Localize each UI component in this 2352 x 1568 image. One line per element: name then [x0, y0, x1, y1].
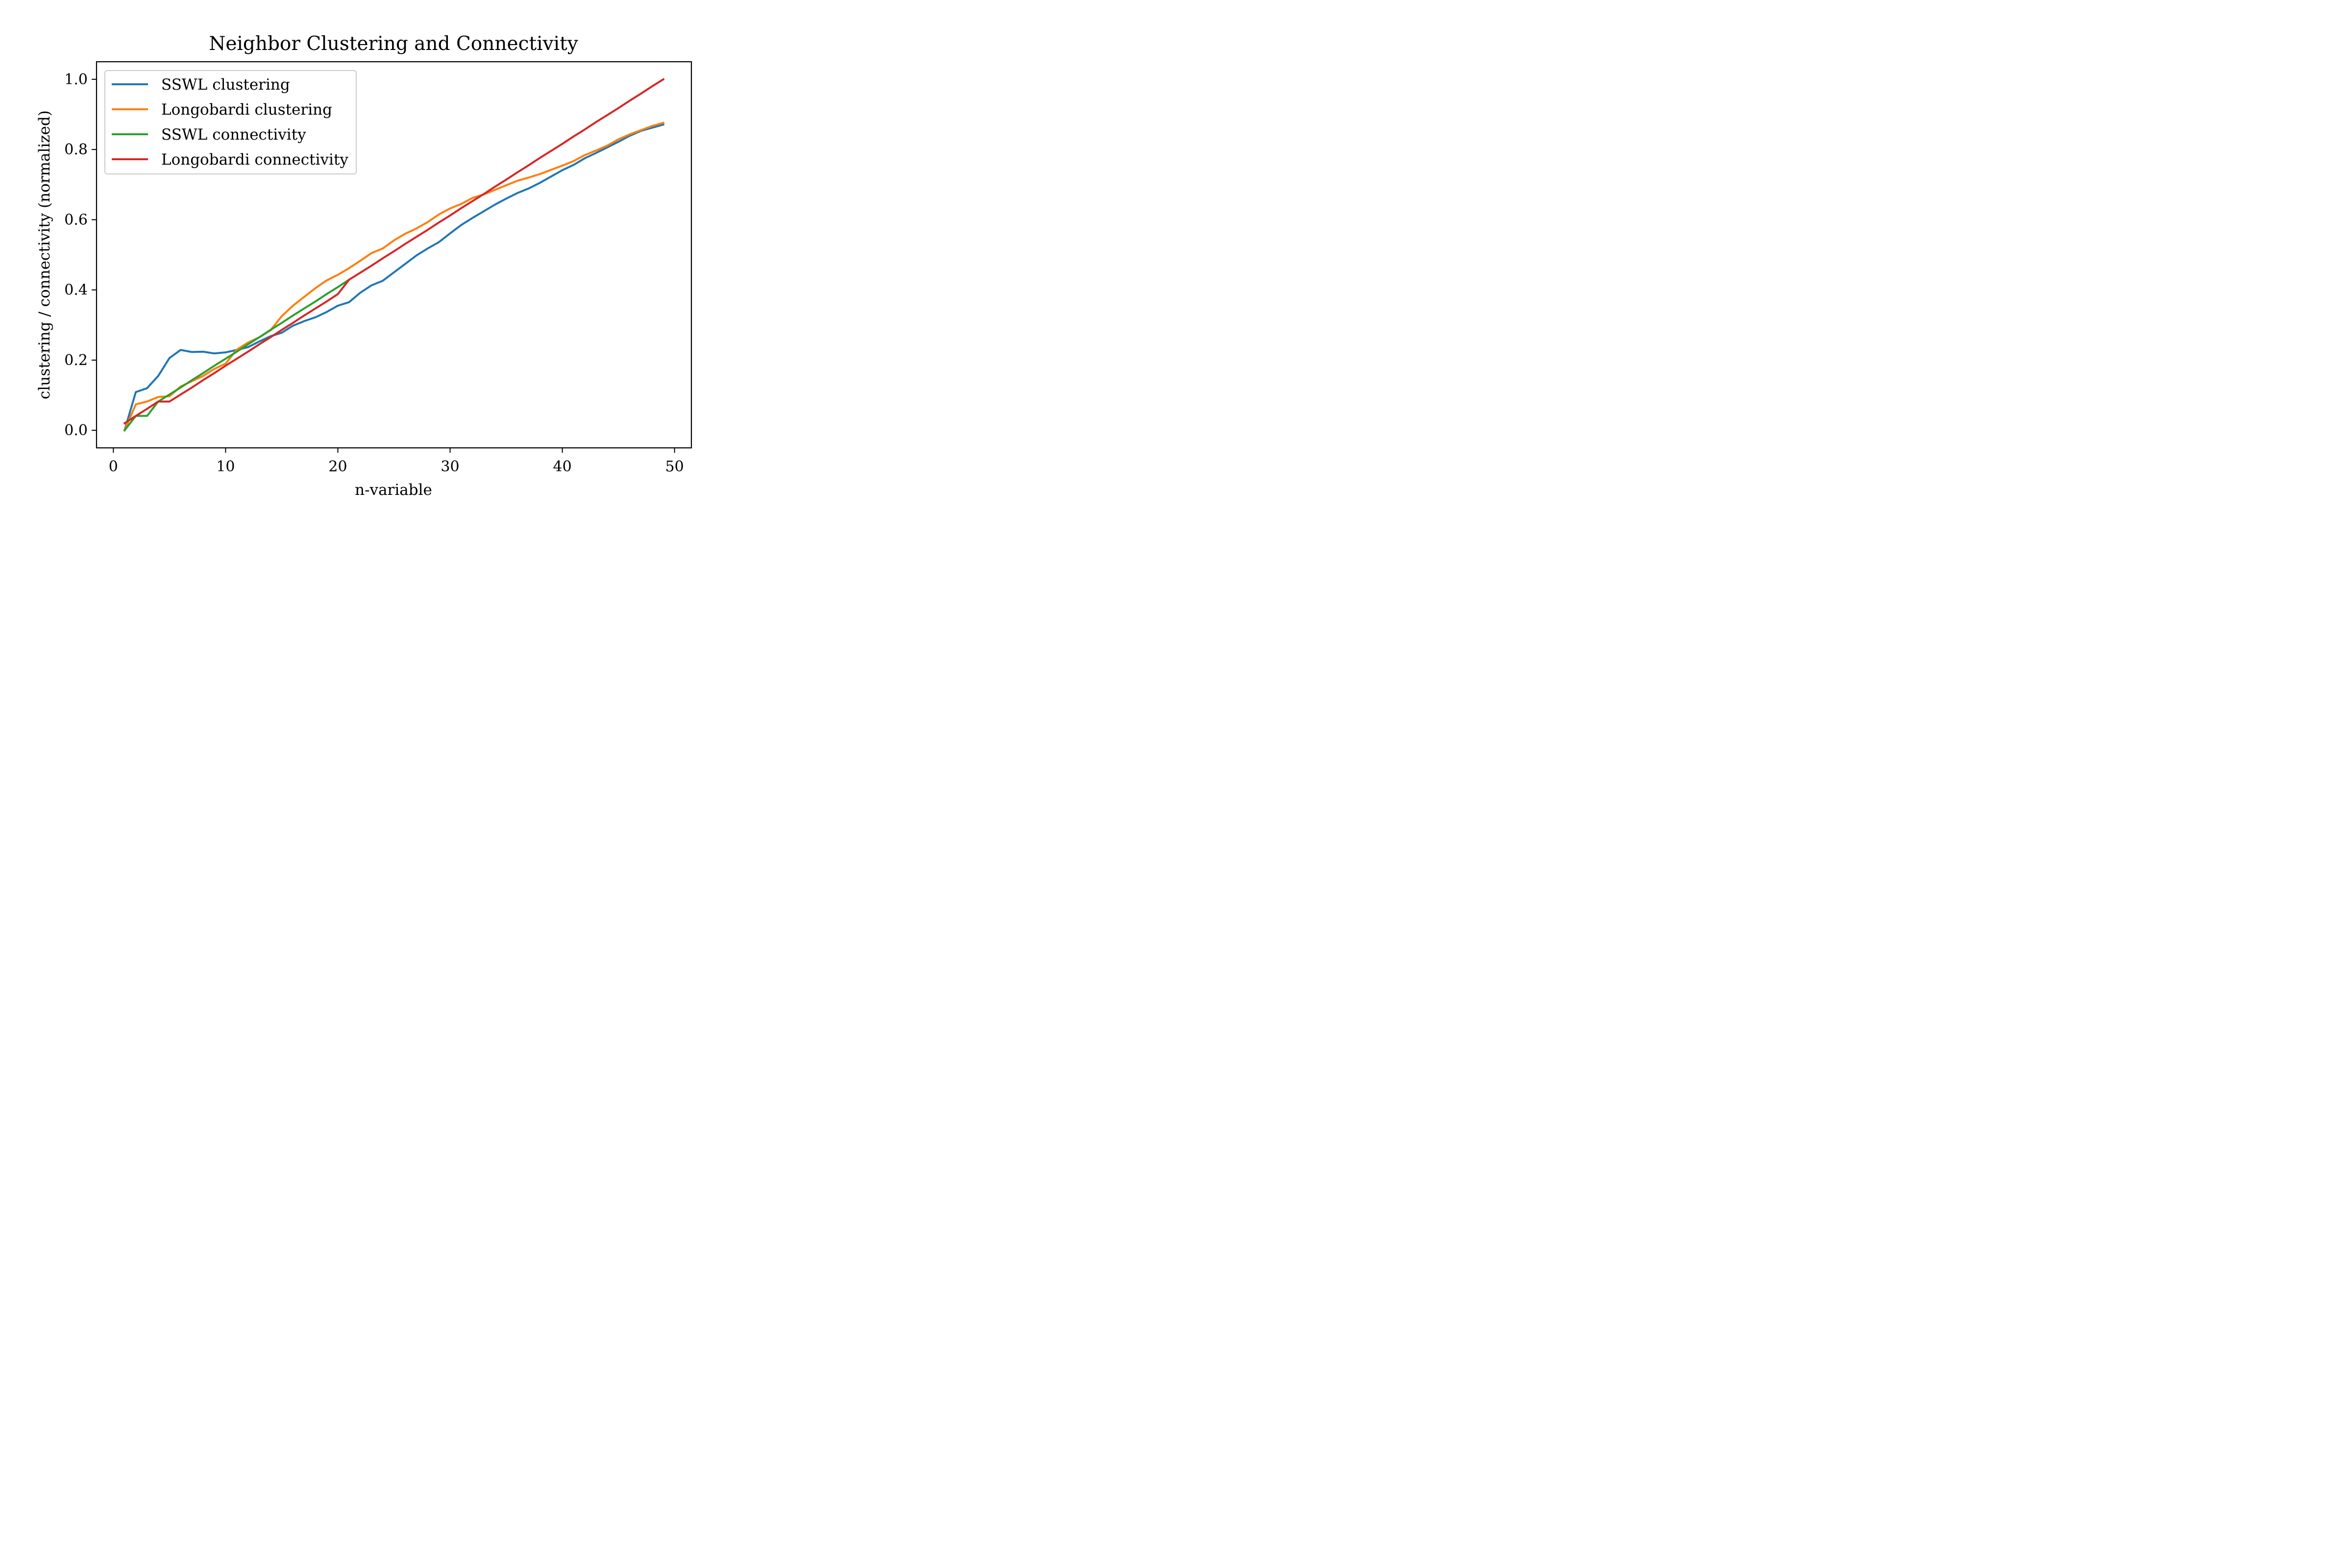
y-tick-label: 0.6	[64, 211, 88, 228]
legend-box	[104, 70, 357, 174]
x-tick-label: 20	[328, 458, 347, 475]
legend: SSWL clustering Longobardi clustering SSWL…	[104, 70, 357, 174]
y-axis-label: clustering / connectivity (normalized)	[36, 110, 53, 399]
series-layer	[123, 78, 665, 432]
series-line-0	[123, 123, 665, 432]
y-tick-label: 0.4	[64, 282, 88, 299]
y-tick-label: 0.8	[64, 141, 88, 158]
x-tick-label: 40	[553, 458, 571, 475]
x-tick-label: 30	[441, 458, 459, 475]
y-tick-label: 1.0	[64, 71, 88, 88]
y-tick-label: 0.0	[64, 422, 88, 439]
plot-frame	[96, 61, 692, 449]
series-line-2	[123, 278, 351, 432]
y-axis: 0.0 0.2 0.4 0.6 0.8 1.0	[64, 71, 97, 439]
chart-title: Neighbor Clustering and Connectivity	[209, 33, 578, 55]
x-tick-label: 50	[665, 458, 684, 475]
series-line-1	[123, 122, 665, 432]
chart-figure: Neighbor Clustering and Connectivity 0 10…	[0, 0, 756, 504]
legend-label-0: SSWL clustering	[161, 76, 290, 94]
legend-label-2: SSWL connectivity	[161, 126, 306, 144]
x-axis: 0 10 20 30 40 50	[109, 448, 684, 475]
y-tick-label: 0.2	[64, 352, 88, 369]
plot-area	[123, 78, 665, 432]
x-axis-label: n-variable	[355, 481, 432, 499]
x-tick-label: 0	[109, 458, 118, 475]
legend-label-3: Longobardi connectivity	[161, 151, 348, 169]
x-tick-label: 10	[216, 458, 235, 475]
series-line-3	[123, 78, 665, 425]
legend-label-1: Longobardi clustering	[161, 101, 332, 119]
